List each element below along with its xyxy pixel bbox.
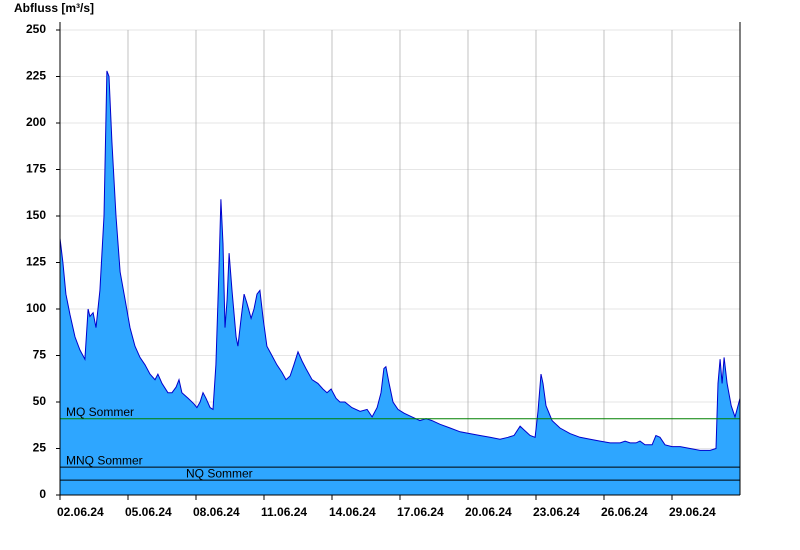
threshold-label: NQ Sommer	[186, 466, 253, 480]
y-tick-label: 50	[33, 394, 47, 408]
line	[59, 70, 741, 451]
x-tick-label: 11.06.24	[261, 505, 307, 519]
area	[60, 70, 740, 496]
x-tick-label: 29.06.24	[669, 505, 716, 519]
x-tick-label: 02.06.24	[57, 505, 104, 519]
x-tick-label: 08.06.24	[193, 505, 240, 519]
x-tick-label: 23.06.24	[533, 505, 580, 519]
threshold-label: MNQ Sommer	[66, 453, 143, 467]
y-tick-label: 200	[26, 115, 46, 129]
x-tick-label: 26.06.24	[601, 505, 648, 519]
x-tick-label: 20.06.24	[465, 505, 512, 519]
y-tick-label: 225	[26, 69, 46, 83]
y-tick-label: 25	[33, 441, 47, 455]
threshold-label: MQ Sommer	[66, 405, 134, 419]
x-tick-label: 05.06.24	[125, 505, 172, 519]
y-tick-label: 150	[26, 208, 46, 222]
y-tick-label: 75	[33, 348, 47, 362]
y-tick-label: 100	[26, 301, 46, 315]
x-tick-label: 17.06.24	[397, 505, 444, 519]
y-tick-label: 125	[26, 255, 46, 269]
x-tick-label: 14.06.24	[329, 505, 376, 519]
y-tick-label: 0	[39, 487, 46, 501]
y-axis-label: Abfluss [m³/s]	[14, 1, 94, 15]
y-tick-label: 250	[26, 22, 46, 36]
y-tick-label: 175	[26, 162, 46, 176]
